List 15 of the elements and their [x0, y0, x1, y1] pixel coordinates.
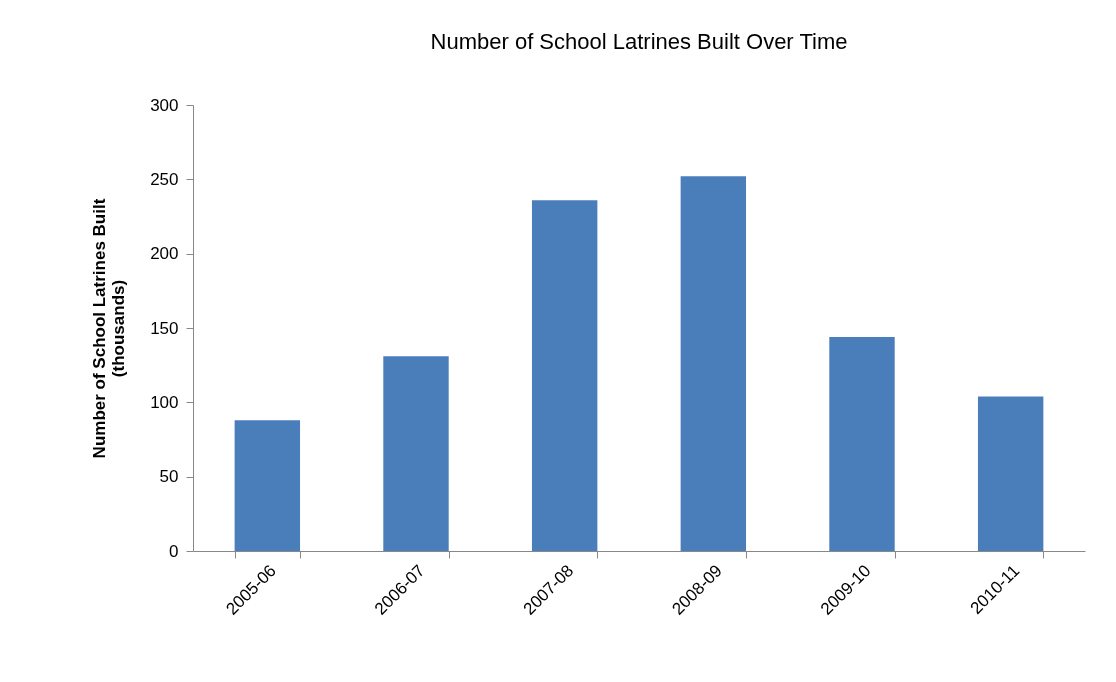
bar [234, 420, 301, 551]
bar [829, 336, 895, 551]
bar [680, 176, 747, 551]
y-tick-label: 50 [159, 467, 179, 487]
bar [977, 396, 1044, 551]
y-tick-label: 100 [150, 392, 179, 412]
y-tick-label: 250 [150, 169, 179, 189]
y-axis-title: Number of School Latrines Built (thousands) [90, 198, 129, 459]
y-tick-label: 300 [150, 95, 179, 115]
y-tick-label: 0 [169, 541, 179, 561]
bar [383, 356, 449, 551]
chart-title: Number of School Latrines Built Over Time [430, 29, 848, 54]
y-tick-label: 150 [150, 318, 179, 338]
bar [531, 200, 598, 551]
y-tick-label: 200 [150, 244, 179, 264]
